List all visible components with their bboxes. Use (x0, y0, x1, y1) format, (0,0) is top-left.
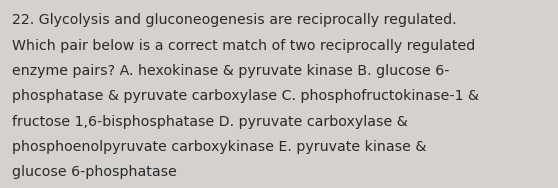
Text: glucose 6-phosphatase: glucose 6-phosphatase (12, 165, 177, 179)
Text: fructose 1,6-bisphosphatase D. pyruvate carboxylase &: fructose 1,6-bisphosphatase D. pyruvate … (12, 115, 408, 129)
Text: Which pair below is a correct match of two reciprocally regulated: Which pair below is a correct match of t… (12, 39, 475, 52)
Text: 22. Glycolysis and gluconeogenesis are reciprocally regulated.: 22. Glycolysis and gluconeogenesis are r… (12, 13, 457, 27)
Text: enzyme pairs? A. hexokinase & pyruvate kinase B. glucose 6-: enzyme pairs? A. hexokinase & pyruvate k… (12, 64, 450, 78)
Text: phosphoenolpyruvate carboxykinase E. pyruvate kinase &: phosphoenolpyruvate carboxykinase E. pyr… (12, 140, 427, 154)
Text: phosphatase & pyruvate carboxylase C. phosphofructokinase-1 &: phosphatase & pyruvate carboxylase C. ph… (12, 89, 479, 103)
